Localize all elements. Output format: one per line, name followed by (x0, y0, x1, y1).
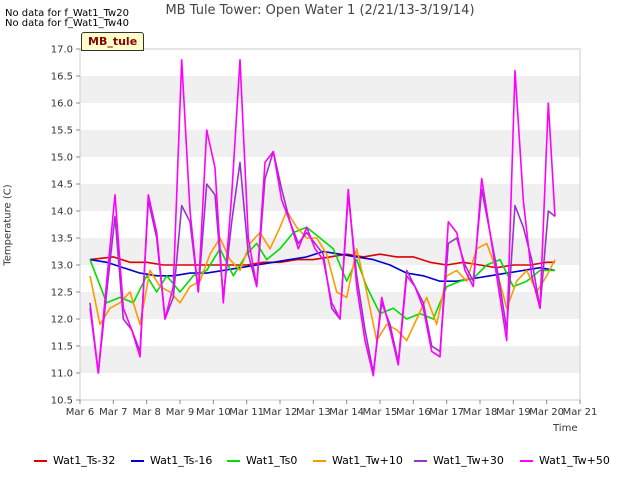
grid-band (80, 346, 580, 373)
grid-band (80, 157, 580, 184)
grid-band (80, 238, 580, 265)
x-tick-label: Mar 21 (563, 407, 598, 418)
x-tick-label: Mar 10 (196, 407, 231, 418)
y-tick-label: 16.5 (51, 72, 73, 83)
legend-label: Wat1_Ts0 (246, 454, 298, 467)
legend-item: Wat1_Tw+10 (313, 454, 403, 467)
y-tick-label: 15.0 (51, 153, 73, 164)
x-axis-label: Time (553, 423, 578, 434)
grid-band (80, 373, 580, 400)
legend: Wat1_Ts-32 Wat1_Ts-16 Wat1_Ts0 Wat1_Tw+10 Wa… (0, 454, 640, 468)
y-tick-label: 16.0 (51, 99, 73, 110)
x-tick-label: Mar 13 (296, 407, 331, 418)
grid-band (80, 49, 580, 76)
grid-band (80, 130, 580, 157)
y-tick-label: 10.5 (51, 396, 73, 407)
legend-label: Wat1_Tw+10 (332, 454, 403, 467)
x-tick-label: Mar 17 (429, 407, 464, 418)
x-tick-label: Mar 12 (263, 407, 298, 418)
no-data-message-tw20: No data for f_Wat1_Tw20 (5, 8, 129, 19)
y-tick-label: 13.5 (51, 234, 73, 245)
legend-item: Wat1_Tw+50 (520, 454, 610, 467)
series-line-wat1-ts-16 (89, 250, 556, 283)
series-line-wat1-tw-50 (89, 58, 556, 377)
y-tick-label: 15.5 (51, 126, 73, 137)
y-tick-label: 12.0 (51, 315, 73, 326)
series-lines (89, 58, 556, 377)
no-data-message-tw40: No data for f_Wat1_Tw40 (5, 18, 129, 29)
legend-label: Wat1_Ts-16 (150, 454, 213, 467)
x-tick-label: Mar 19 (496, 407, 531, 418)
plot-frame (79, 48, 581, 401)
y-tick-label: 11.5 (51, 342, 73, 353)
legend-swatch (520, 460, 533, 462)
grid-band (80, 184, 580, 211)
x-tick-label: Mar 9 (166, 407, 194, 418)
x-tick-label: Mar 16 (396, 407, 431, 418)
chart-title: MB Tule Tower: Open Water 1 (2/21/13-3/1… (165, 3, 475, 18)
legend-swatch (34, 460, 47, 462)
x-tick-label: Mar 7 (99, 407, 127, 418)
legend-item: Wat1_Ts0 (227, 454, 297, 467)
x-tick-label: Mar 6 (66, 407, 94, 418)
x-tick-label: Mar 14 (329, 407, 364, 418)
y-tick-label: 11.0 (51, 369, 73, 380)
legend-item: Wat1_Tw+30 (414, 454, 504, 467)
x-tick-label: Mar 18 (463, 407, 498, 418)
site-badge: MB_tule (81, 32, 145, 51)
legend-label: Wat1_Tw+30 (433, 454, 504, 467)
x-tick-label: Mar 11 (229, 407, 264, 418)
y-tick-label: 12.5 (51, 288, 73, 299)
y-tick-label: 17.0 (51, 45, 73, 56)
y-tick-label: 14.0 (51, 207, 73, 218)
y-axis-label-text: Temperature (C) (2, 184, 14, 266)
legend-label: Wat1_Ts-32 (53, 454, 116, 467)
legend-swatch (414, 460, 427, 462)
grid-band (80, 76, 580, 103)
y-axis: 10.5 11.0 11.5 12.0 12.5 13.0 13.5 14.0 14.5 15.0… (51, 45, 80, 407)
legend-swatch (227, 460, 240, 462)
grid-band (80, 319, 580, 346)
legend-label: Wat1_Tw+50 (539, 454, 610, 467)
y-tick-label: 14.5 (51, 180, 73, 191)
grid-band (80, 211, 580, 238)
legend-swatch (313, 460, 326, 462)
series-line-wat1-tw-10 (89, 210, 556, 342)
legend-swatch (131, 460, 144, 462)
x-tick-label: Mar 20 (529, 407, 564, 418)
y-tick-label: 13.0 (51, 261, 73, 272)
x-tick-label: Mar 8 (132, 407, 160, 418)
legend-item: Wat1_Ts-32 (34, 454, 115, 467)
x-tick-label: Mar 15 (363, 407, 398, 418)
legend-item: Wat1_Ts-16 (131, 454, 212, 467)
grid-band (80, 103, 580, 130)
